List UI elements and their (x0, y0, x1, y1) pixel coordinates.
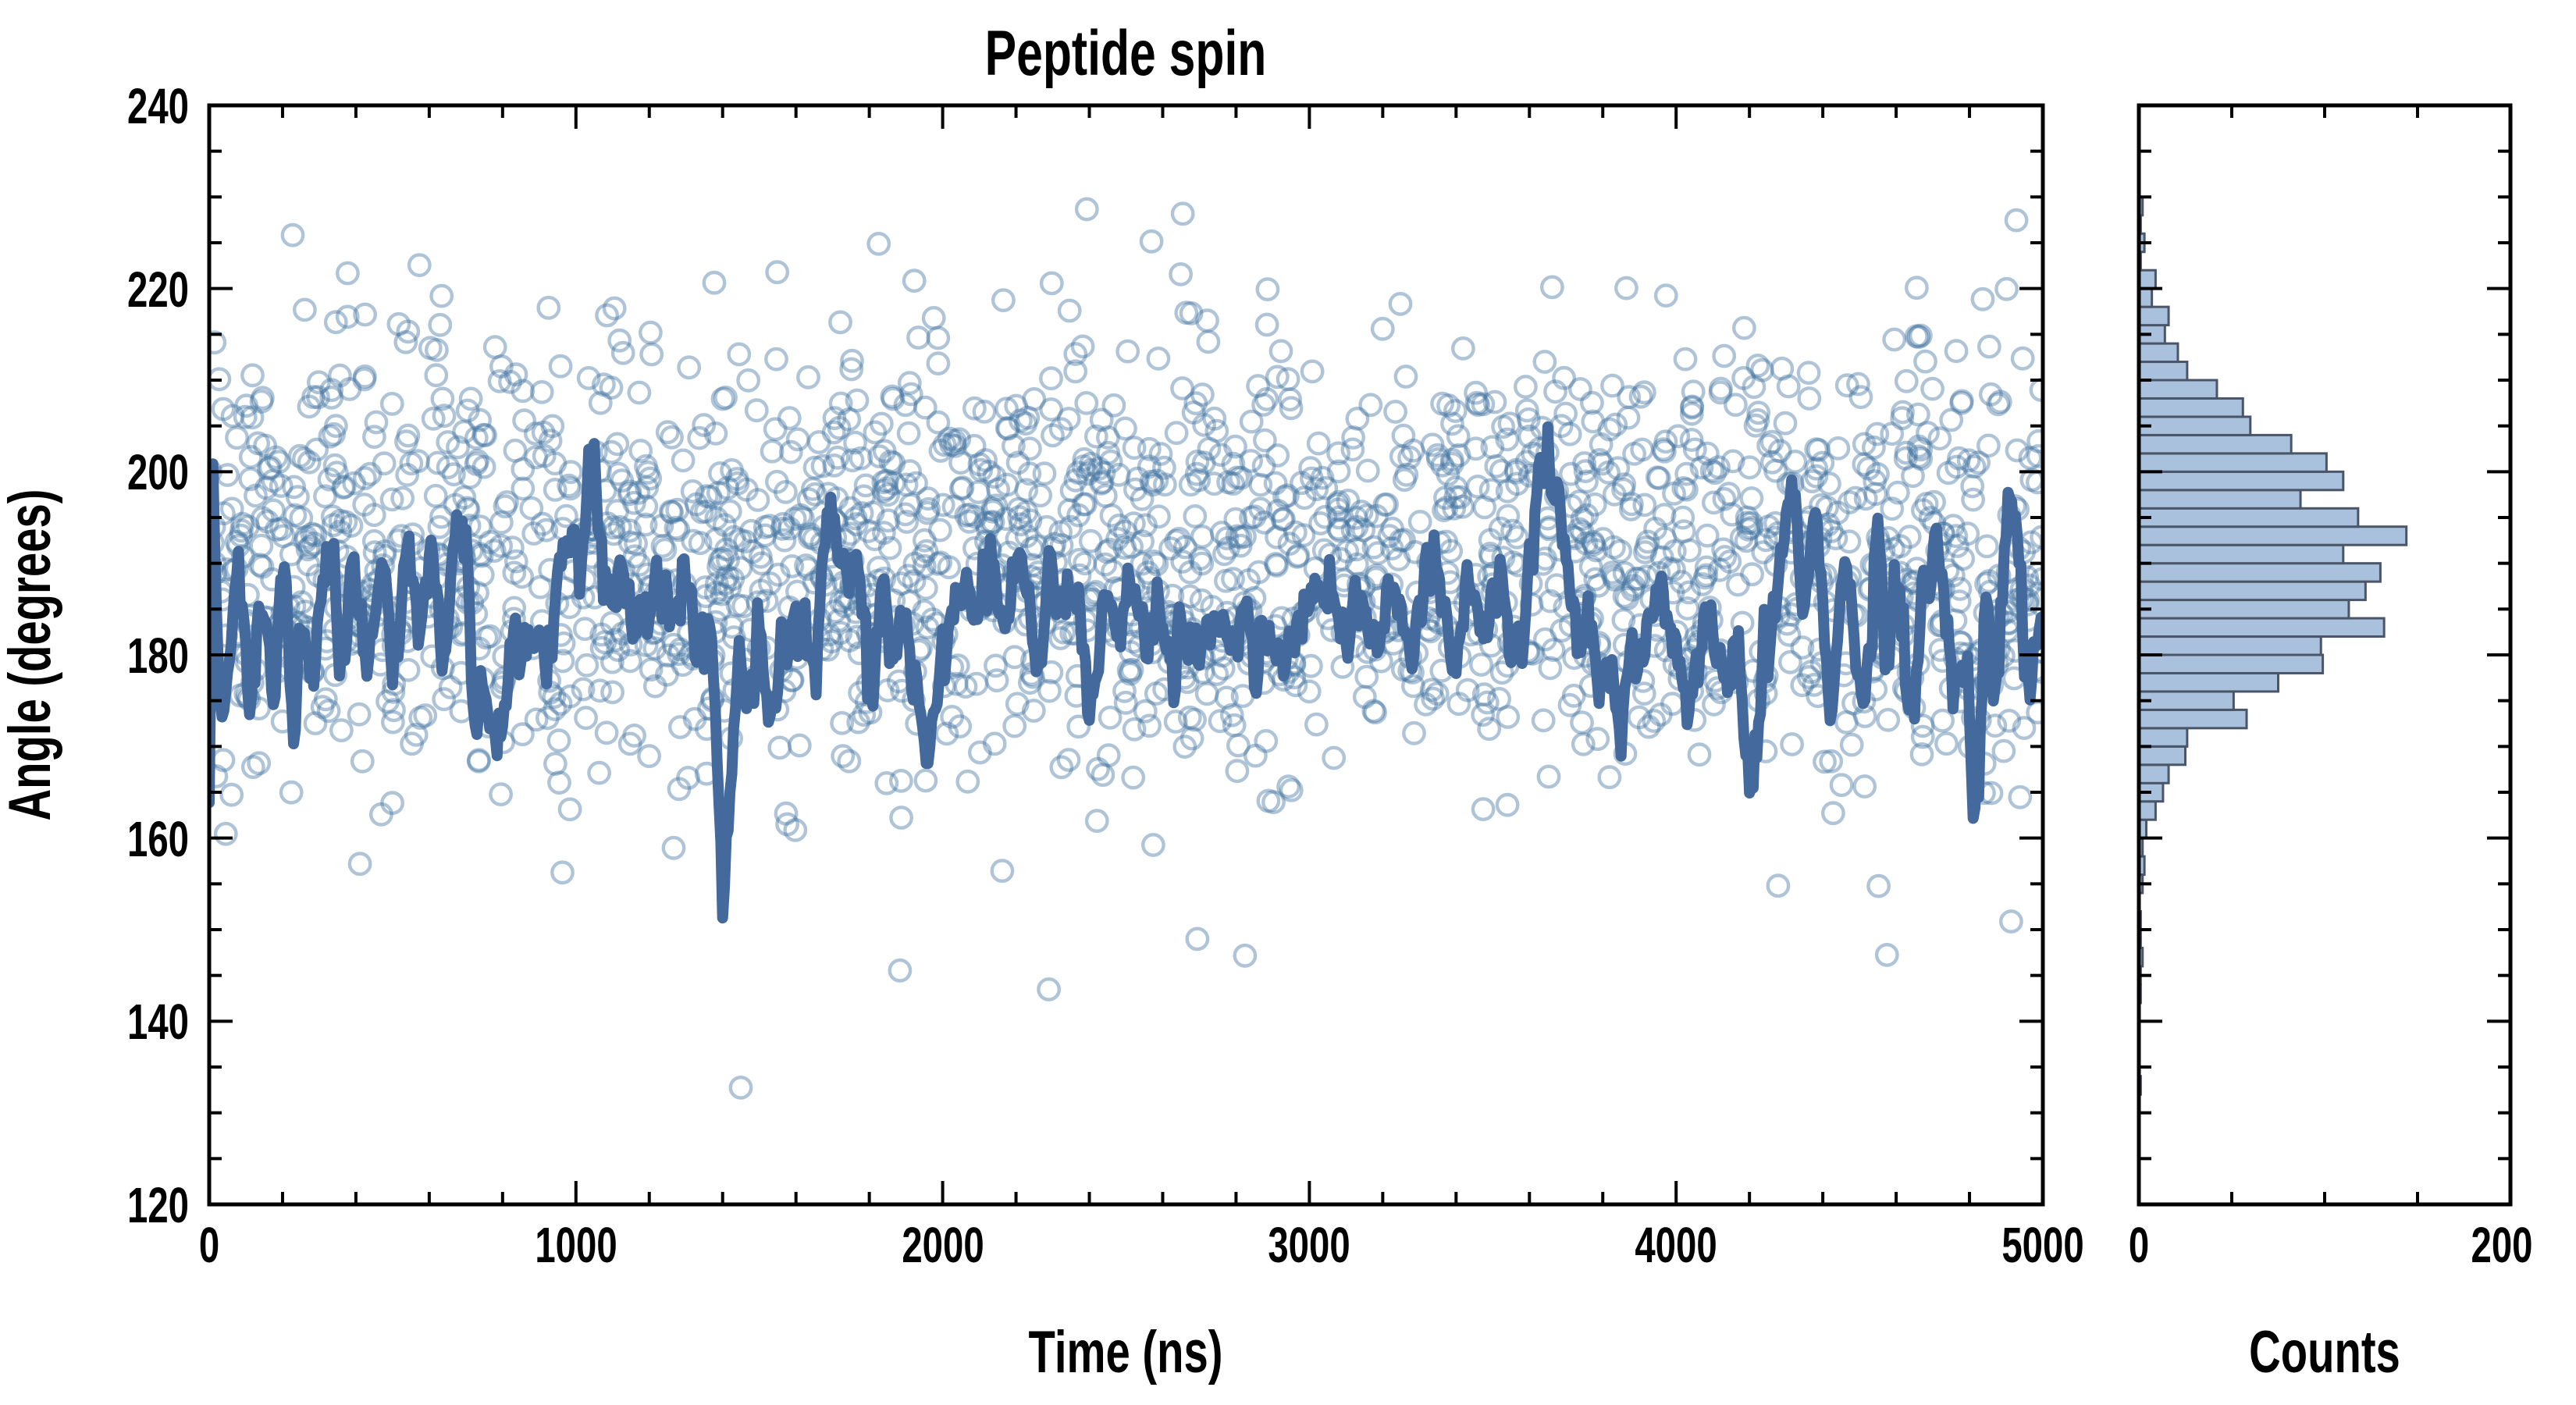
histogram-bar (2139, 543, 2345, 565)
histogram-bar (2139, 525, 2408, 546)
x-tick-label-0: 0 (199, 1217, 219, 1273)
histogram-bar (2139, 745, 2186, 767)
y-tick-label-240: 240 (127, 78, 189, 134)
histogram-bar (2139, 433, 2293, 455)
counts-tick-label-0: 0 (2129, 1217, 2149, 1273)
x-tick-label-4000: 4000 (1635, 1217, 1717, 1273)
histogram-bars (2139, 195, 2408, 1096)
histogram-bar (2139, 379, 2218, 400)
y-tick-label-140: 140 (127, 994, 189, 1050)
y-axis-label: Angle (degrees) (0, 489, 63, 821)
x-tick-label-5000: 5000 (2001, 1217, 2083, 1273)
histogram-bar (2139, 342, 2179, 364)
histogram-bar (2139, 763, 2170, 784)
histogram-bar (2139, 635, 2322, 656)
y-tick-label-160: 160 (127, 811, 189, 867)
histogram-bar (2139, 599, 2350, 620)
histogram-bar (2139, 671, 2279, 693)
histogram-bar (2139, 305, 2170, 327)
chart-title: Peptide spin (985, 18, 1267, 89)
histogram-bar (2139, 507, 2360, 528)
counts-axis-label: Counts (2249, 1319, 2400, 1385)
histogram-bar (2139, 269, 2157, 290)
histogram-bar (2139, 562, 2382, 583)
histogram-bar (2139, 690, 2235, 711)
y-tick-label-220: 220 (127, 261, 189, 318)
histogram-frame (2137, 103, 2513, 1207)
histogram-bar (2139, 708, 2248, 730)
x-axis-label: Time (ns) (1029, 1319, 1223, 1385)
histogram-bar (2139, 653, 2325, 674)
histogram-bar (2139, 361, 2189, 382)
x-tick-label-2000: 2000 (902, 1217, 984, 1273)
y-tick-label-200: 200 (127, 444, 189, 500)
histogram-bar (2139, 397, 2244, 418)
x-tick-label-3000: 3000 (1268, 1217, 1350, 1273)
mean-line-path (209, 421, 2043, 923)
histogram-bar (2139, 580, 2367, 602)
mean-line (209, 421, 2043, 923)
histogram-bar (2139, 617, 2386, 638)
histogram-bar (2139, 415, 2252, 436)
counts-tick-label-200: 200 (2471, 1217, 2533, 1273)
histogram-bar (2139, 800, 2157, 821)
histogram-bar (2139, 470, 2345, 492)
histogram-bar (2139, 489, 2302, 510)
histogram-bar (2139, 727, 2189, 748)
y-tick-label-120: 120 (127, 1177, 189, 1233)
y-tick-label-180: 180 (127, 628, 189, 684)
main-plot-frame (207, 103, 2045, 1207)
x-tick-label-1000: 1000 (535, 1217, 617, 1273)
histogram-bar (2139, 452, 2328, 473)
